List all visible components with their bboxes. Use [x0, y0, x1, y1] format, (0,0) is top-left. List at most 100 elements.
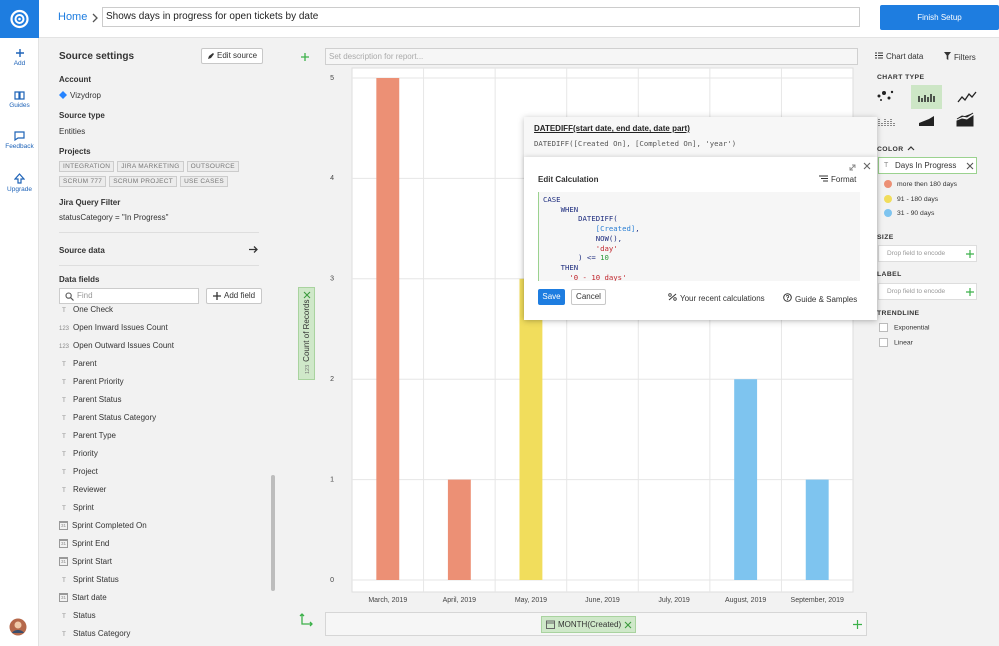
field-name: Sprint	[73, 503, 94, 512]
guide-samples[interactable]: Guide & Samples	[783, 293, 857, 304]
data-field[interactable]: T Status	[59, 607, 277, 625]
button-label: Edit source	[217, 51, 258, 60]
window-controls[interactable]	[848, 162, 872, 172]
chart-data-tab[interactable]: Chart data	[875, 52, 923, 61]
logo[interactable]	[0, 0, 39, 38]
data-field[interactable]: T Sprint	[59, 499, 277, 517]
x-drop-zone: MONTH(Created)	[325, 612, 867, 636]
legend-item: 31 - 90 days	[884, 207, 957, 222]
save-button[interactable]: Save	[538, 289, 565, 305]
x-field-chip[interactable]: MONTH(Created)	[541, 616, 636, 633]
code-line: THEN	[543, 262, 579, 272]
field-type-icon: T	[62, 488, 66, 494]
data-field[interactable]: T Status Category	[59, 625, 277, 643]
y-tick-label: 1	[330, 476, 334, 483]
y-tick-label: 3	[330, 276, 334, 283]
icon	[213, 292, 221, 300]
project-tag: USE CASES	[180, 176, 228, 187]
label-drop-zone[interactable]: Drop field to encode	[878, 283, 977, 300]
scatter-type[interactable]	[877, 90, 894, 101]
remove-icon[interactable]	[966, 162, 974, 170]
data-field[interactable]: T Parent	[59, 355, 277, 373]
field-name: Project	[73, 467, 98, 476]
report-title-input[interactable]: Shows days in progress for open tickets …	[102, 7, 860, 27]
side-nav: Add Guides Feedback Upgrade	[0, 0, 39, 646]
dot-bar-type[interactable]	[878, 118, 895, 126]
divider	[59, 232, 259, 233]
field-type-icon: 31	[59, 557, 68, 567]
data-field[interactable]: T Project	[59, 463, 277, 481]
nav-add[interactable]: Add	[0, 48, 39, 67]
data-field[interactable]: T Sprint Status	[59, 571, 277, 589]
project-tag: SCRUM 777	[59, 176, 107, 187]
icon	[944, 52, 951, 60]
size-drop-zone[interactable]: Drop field to encode	[878, 245, 977, 262]
y-field-chip[interactable]: 123 Count of Records	[298, 287, 315, 380]
option-label: Exponential	[894, 324, 930, 332]
bar-type	[918, 94, 935, 102]
y-tick-label: 0	[330, 577, 334, 584]
bar-type-selected[interactable]	[911, 85, 942, 109]
source-data-link[interactable]: Source data	[59, 246, 105, 255]
chart-type-picker[interactable]	[873, 84, 988, 134]
description-input[interactable]: Set description for report...	[325, 48, 858, 65]
trendline-option[interactable]: Linear	[879, 338, 930, 353]
field-name: Parent Status Category	[73, 413, 157, 422]
color-field-chip[interactable]: T Days In Progress	[878, 157, 977, 174]
add-icon[interactable]	[853, 620, 862, 629]
add-icon[interactable]	[966, 288, 974, 296]
icon	[15, 49, 24, 57]
data-field[interactable]: T Reviewer	[59, 481, 277, 499]
add-field-button[interactable]: Add field	[206, 288, 262, 304]
field-search[interactable]: Find	[59, 288, 199, 304]
filters-tab[interactable]: Filters	[944, 52, 976, 62]
data-field[interactable]: T Priority	[59, 445, 277, 463]
format-button[interactable]: Format	[819, 175, 856, 184]
swap-axes-icon[interactable]	[299, 612, 315, 628]
recent-calculations[interactable]: Your recent calculations	[668, 293, 765, 303]
data-field[interactable]: 123 Open Inward Issues Count	[59, 319, 277, 337]
data-field[interactable]: T Parent Status	[59, 391, 277, 409]
value: statusCategory = "In Progress"	[59, 213, 169, 222]
stacked-area-type[interactable]	[956, 112, 974, 127]
field-name: Parent Type	[73, 431, 116, 440]
remove-icon[interactable]	[624, 621, 632, 629]
scrollbar[interactable]	[271, 475, 275, 591]
area-type[interactable]	[919, 116, 934, 126]
trendline-option[interactable]: Exponential	[879, 323, 930, 338]
data-field[interactable]: 31 Start date	[59, 589, 277, 607]
data-field[interactable]: T One Check	[59, 304, 277, 319]
field-type-icon: T	[62, 470, 66, 476]
add-icon[interactable]	[300, 52, 310, 62]
label: Account	[59, 75, 91, 84]
popup-heading: Edit Calculation	[538, 175, 599, 184]
bar	[805, 479, 829, 580]
data-field[interactable]: 31 Sprint Start	[59, 553, 277, 571]
bar	[376, 78, 400, 580]
icon	[819, 175, 828, 182]
breadcrumb-home[interactable]: Home	[58, 11, 88, 23]
nav-feedback[interactable]: Feedback	[0, 131, 39, 150]
finish-setup-button[interactable]: Finish Setup	[880, 5, 999, 30]
field-name: Start date	[72, 593, 107, 602]
data-field[interactable]: 31 Sprint End	[59, 535, 277, 553]
label: Data fields	[59, 275, 100, 284]
avatar[interactable]	[9, 618, 27, 636]
data-field[interactable]: 123 Open Outward Issues Count	[59, 337, 277, 355]
line-type[interactable]	[957, 91, 977, 103]
edit-source-button[interactable]: Edit source	[201, 48, 263, 64]
code-line: NOW(),	[543, 233, 623, 243]
code-editor[interactable]: CASE WHEN DATEDIFF( [Created], NOW(), 'd…	[538, 192, 860, 281]
field-name: Parent	[73, 359, 97, 368]
placeholder: Find	[77, 291, 93, 300]
collapse-icon[interactable]	[907, 145, 915, 151]
data-field[interactable]: T Parent Status Category	[59, 409, 277, 427]
nav-guides[interactable]: Guides	[0, 90, 39, 109]
data-field[interactable]: T Parent Type	[59, 427, 277, 445]
data-field[interactable]: 31 Sprint Completed On	[59, 517, 277, 535]
add-icon[interactable]	[966, 250, 974, 258]
data-field[interactable]: T Parent Priority	[59, 373, 277, 391]
nav-upgrade[interactable]: Upgrade	[0, 173, 39, 193]
function-example: DATEDIFF([Created On], [Completed On], '…	[534, 139, 737, 148]
cancel-button[interactable]: Cancel	[571, 289, 606, 305]
